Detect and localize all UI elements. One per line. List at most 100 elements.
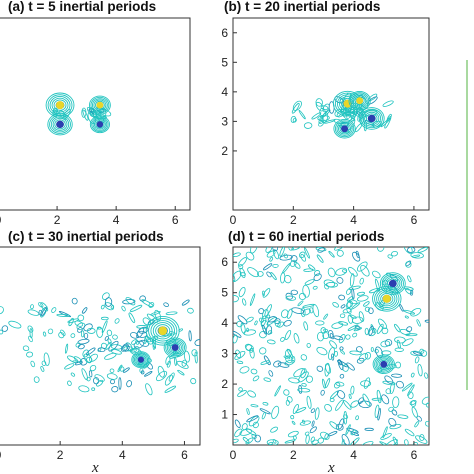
panel-b-ticks: 0 2 4 6 2 3 4 5 6: [221, 26, 417, 227]
contour-line: [359, 277, 364, 285]
contour-line: [42, 331, 47, 337]
contour-line: [424, 319, 429, 323]
contour-line: [155, 370, 168, 382]
y-tick-label: 2: [221, 377, 228, 391]
contour-line: [297, 300, 304, 307]
vortex-ring: [88, 95, 111, 115]
contour-line: [85, 347, 96, 356]
contour-line: [251, 434, 257, 439]
contour-line: [303, 122, 313, 129]
contour-line: [210, 348, 220, 357]
contour-line: [305, 434, 310, 445]
contour-line: [237, 315, 248, 325]
contour-line: [271, 405, 280, 419]
contour-line: [86, 376, 91, 382]
contour-line: [291, 247, 302, 251]
contour-line: [360, 264, 370, 277]
contour-line: [279, 254, 293, 261]
contour-line: [388, 406, 394, 412]
vortex-ring: [95, 120, 105, 129]
contour-line: [332, 301, 339, 308]
contour-line: [239, 366, 250, 374]
contour-line: [117, 364, 123, 373]
vortex-ring: [168, 341, 182, 354]
contour-line: [351, 288, 355, 300]
contour-line: [403, 247, 413, 254]
contour-line: [336, 390, 346, 399]
contour-line: [419, 434, 425, 441]
contour-line: [404, 428, 415, 437]
contour-line: [305, 375, 313, 383]
contour-line: [245, 251, 255, 261]
contour-line: [274, 320, 281, 328]
contour-line: [381, 394, 390, 405]
contour-line: [280, 337, 285, 342]
negative-vortex-core: [341, 125, 348, 133]
vortex-ring: [374, 355, 394, 373]
contour-line: [157, 365, 165, 378]
contour-line: [371, 397, 383, 401]
contour-line: [376, 323, 384, 334]
panel-a: (a) t = 5 inertial periods 0 2 4 6: [0, 0, 191, 227]
vortex-ring: [52, 117, 68, 131]
contour-line: [274, 385, 281, 397]
contour-line: [286, 348, 294, 359]
contour-line: [339, 373, 345, 379]
contour-line: [358, 311, 365, 322]
vortex-ring: [338, 96, 357, 112]
contour-line: [60, 329, 66, 336]
contour-line: [423, 372, 429, 379]
contour-line: [1, 325, 9, 332]
contour-line: [350, 429, 357, 436]
contour-line: [112, 334, 118, 340]
x-tick-label: 4: [350, 448, 357, 462]
vortex-ring: [364, 111, 380, 126]
contour-line: [290, 289, 298, 295]
contour-line: [22, 345, 30, 352]
contour-line: [338, 418, 344, 430]
contour-line: [254, 434, 261, 443]
x-tick-label: 6: [411, 213, 418, 227]
panel-c-frame: [0, 246, 201, 446]
contour-line: [346, 362, 355, 371]
contour-line: [321, 109, 331, 119]
vortex-ring: [135, 354, 147, 365]
contour-line: [100, 316, 109, 321]
contour-line: [297, 387, 311, 393]
contour-line: [336, 277, 344, 284]
positive-vortex-core: [55, 101, 65, 110]
contour-line: [382, 426, 388, 439]
contour-line: [148, 302, 155, 308]
vortex-ring: [91, 116, 109, 132]
contour-line: [56, 313, 70, 317]
vortex-ring: [152, 322, 173, 340]
contour-line: [387, 254, 393, 259]
contour-line: [129, 304, 143, 312]
contour-line: [234, 419, 241, 428]
contour-line: [262, 288, 271, 298]
contour-line: [409, 399, 417, 406]
contour-line: [128, 312, 136, 324]
contour-line: [285, 295, 297, 301]
contour-line: [324, 403, 332, 412]
contour-line: [242, 298, 247, 306]
contour-line: [262, 290, 265, 297]
contour-line: [350, 385, 355, 395]
contour-line: [246, 408, 250, 415]
x-axis-label-right: x: [327, 460, 335, 474]
contour-line: [107, 338, 112, 345]
contour-line: [110, 348, 122, 355]
contour-line: [262, 402, 269, 406]
contour-line: [104, 335, 109, 341]
contour-line: [270, 426, 279, 433]
contour-line: [206, 359, 212, 365]
contour-line: [381, 327, 389, 335]
contour-line: [392, 436, 398, 445]
contour-line: [382, 100, 394, 107]
contour-line: [412, 442, 418, 445]
contour-line: [411, 254, 421, 258]
contour-line: [38, 302, 44, 308]
vortex-ring: [339, 124, 350, 134]
contour-line: [410, 372, 415, 378]
vortex-ring: [372, 354, 395, 375]
